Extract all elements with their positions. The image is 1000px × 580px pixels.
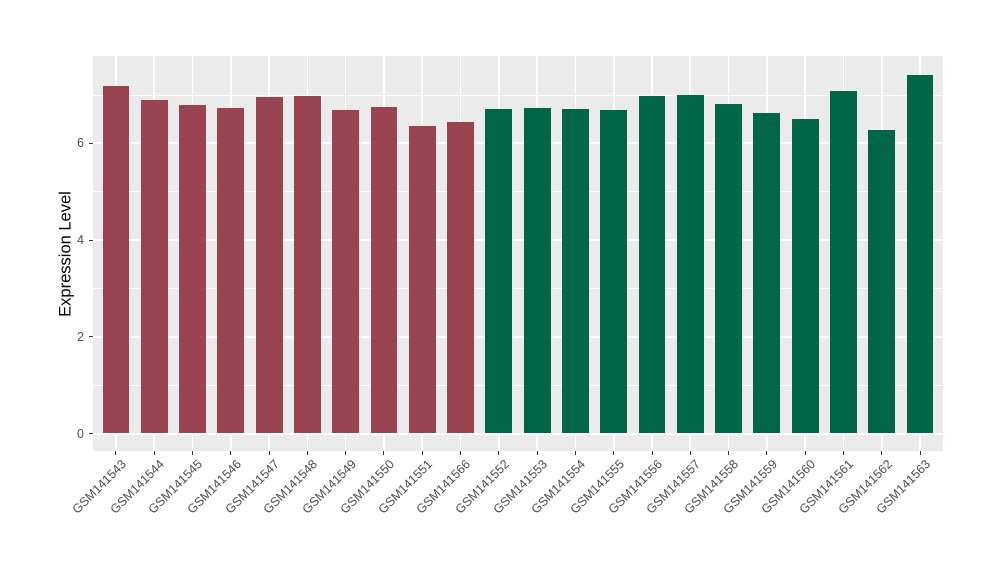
x-axis-tick — [383, 451, 385, 455]
x-axis-tick — [306, 451, 308, 455]
x-axis-tick — [153, 451, 155, 455]
bar-GSM141546 — [217, 107, 245, 434]
x-axis-tick — [268, 451, 270, 455]
bar-GSM141543 — [102, 85, 130, 434]
y-axis-tick — [89, 142, 93, 144]
x-axis-tick — [115, 451, 117, 455]
x-axis-tick — [498, 451, 500, 455]
horizontal-gridline — [93, 335, 943, 338]
x-axis-tick — [460, 451, 462, 455]
y-axis-tick — [89, 336, 93, 338]
y-tick-label: 6 — [77, 136, 84, 151]
bar-GSM141556 — [638, 95, 666, 434]
x-axis-tick — [728, 451, 730, 455]
y-axis-title: Expression Level — [56, 190, 75, 317]
bar-GSM141544 — [140, 99, 168, 434]
horizontal-gridline — [93, 287, 943, 289]
bar-GSM141559 — [753, 113, 781, 434]
x-axis-tick — [536, 451, 538, 455]
y-axis-tick — [89, 239, 93, 241]
horizontal-gridline — [93, 142, 943, 145]
bar-GSM141547 — [255, 96, 283, 434]
x-axis-tick — [421, 451, 423, 455]
bar-GSM141551 — [408, 125, 436, 434]
x-axis-tick — [881, 451, 883, 455]
bar-GSM141563 — [906, 74, 934, 434]
bar-GSM141561 — [830, 90, 857, 434]
bar-GSM141555 — [600, 109, 628, 434]
bar-GSM141548 — [294, 95, 321, 434]
x-axis-tick — [613, 451, 615, 455]
y-tick-label: 4 — [77, 233, 84, 248]
horizontal-gridline — [93, 432, 943, 435]
bar-GSM141566 — [447, 121, 474, 434]
horizontal-gridline — [93, 94, 943, 96]
y-tick-label: 0 — [77, 426, 84, 441]
bar-GSM141560 — [791, 119, 819, 434]
x-axis-tick — [766, 451, 768, 455]
x-axis-tick — [345, 451, 347, 455]
bar-GSM141558 — [715, 103, 742, 434]
x-axis-tick — [919, 451, 921, 455]
bar-GSM141553 — [523, 107, 551, 434]
y-tick-label: 2 — [77, 329, 84, 344]
plot-panel — [93, 56, 943, 451]
x-axis-tick — [842, 451, 844, 455]
bar-GSM141549 — [332, 109, 360, 434]
bar-GSM141562 — [868, 129, 896, 434]
y-axis-tick — [89, 433, 93, 434]
bar-GSM141552 — [485, 108, 513, 434]
bar-GSM141557 — [676, 95, 704, 434]
bar-GSM141550 — [370, 107, 398, 434]
x-axis-tick — [192, 451, 194, 455]
horizontal-gridline — [93, 384, 943, 386]
bar-GSM141545 — [179, 104, 206, 434]
x-axis-tick — [230, 451, 232, 455]
x-axis-tick — [651, 451, 653, 455]
x-axis-tick — [689, 451, 691, 455]
horizontal-gridline — [93, 239, 943, 242]
x-axis-tick — [804, 451, 806, 455]
bar-GSM141554 — [562, 108, 589, 434]
x-axis-tick — [574, 451, 576, 455]
horizontal-gridline — [93, 191, 943, 193]
